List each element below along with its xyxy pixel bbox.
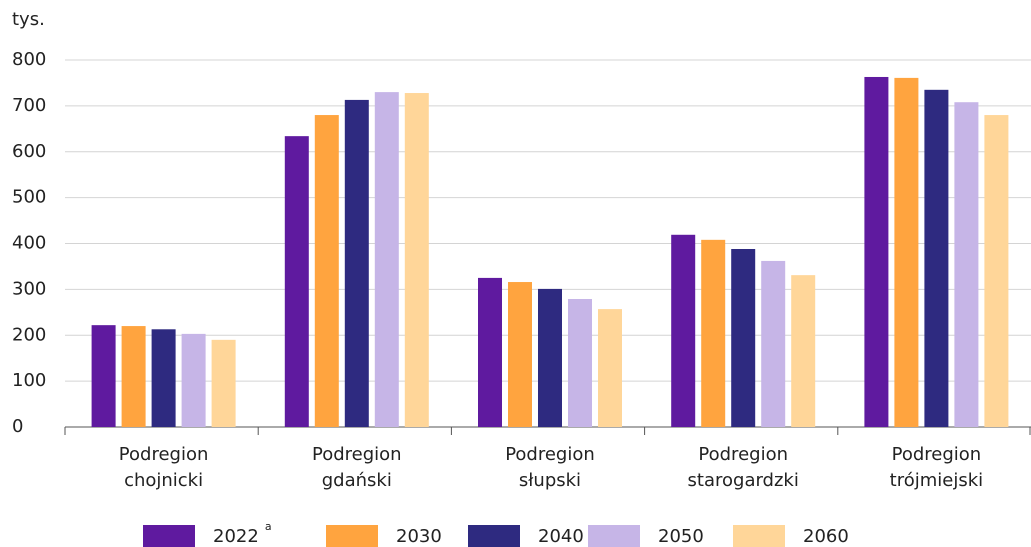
x-tick-label: słupski [519, 470, 581, 491]
legend-label: 2030 [396, 526, 442, 547]
legend-label: 2022 [213, 526, 259, 547]
bar [508, 282, 532, 427]
legend-note: a [265, 520, 272, 533]
legend-swatch [588, 525, 640, 547]
bar [538, 288, 562, 427]
x-tick-label: Podregion [892, 444, 982, 465]
legend-label: 2060 [803, 526, 849, 547]
bar [478, 277, 502, 427]
x-tick-label: Podregion [505, 444, 595, 465]
y-tick-label: 100 [12, 370, 46, 391]
x-tick-label: chojnicki [124, 470, 203, 491]
bar [374, 92, 399, 428]
bar [864, 76, 889, 427]
bar [954, 102, 979, 427]
bar [671, 234, 696, 427]
bar [598, 309, 622, 427]
y-tick-label: 700 [12, 95, 46, 116]
x-tick-label: starogardzki [688, 470, 799, 491]
bar [344, 99, 369, 427]
y-tick-label: 0 [12, 416, 23, 437]
legend-label: 2050 [658, 526, 704, 547]
legend-swatch [326, 525, 378, 547]
x-tick-label: trójmiejski [890, 470, 984, 491]
bar [761, 260, 786, 427]
bar [314, 115, 339, 428]
bar [91, 325, 116, 427]
bar [404, 93, 429, 427]
bar [791, 275, 816, 427]
y-tick-label: 400 [12, 233, 46, 254]
legend-swatch [733, 525, 785, 547]
y-tick-label: 600 [12, 141, 46, 162]
unit-label: tys. [12, 9, 45, 30]
bar [984, 115, 1009, 428]
bar [894, 77, 919, 428]
y-tick-label: 500 [12, 187, 46, 208]
bar [731, 249, 756, 427]
legend-swatch [468, 525, 520, 547]
legend-label: 2040 [538, 526, 584, 547]
bar [181, 333, 206, 427]
x-tick-label: Podregion [119, 444, 209, 465]
bar [701, 239, 726, 427]
bar [924, 89, 949, 427]
x-tick-label: gdański [322, 470, 392, 491]
y-tick-label: 300 [12, 278, 46, 299]
bar [211, 339, 236, 427]
x-tick-label: Podregion [312, 444, 402, 465]
bar [121, 326, 146, 427]
y-tick-label: 800 [12, 49, 46, 70]
bar [568, 299, 592, 427]
bar [151, 329, 176, 427]
legend-swatch [143, 525, 195, 547]
bar [284, 136, 309, 427]
x-tick-label: Podregion [698, 444, 788, 465]
y-tick-label: 200 [12, 324, 46, 345]
